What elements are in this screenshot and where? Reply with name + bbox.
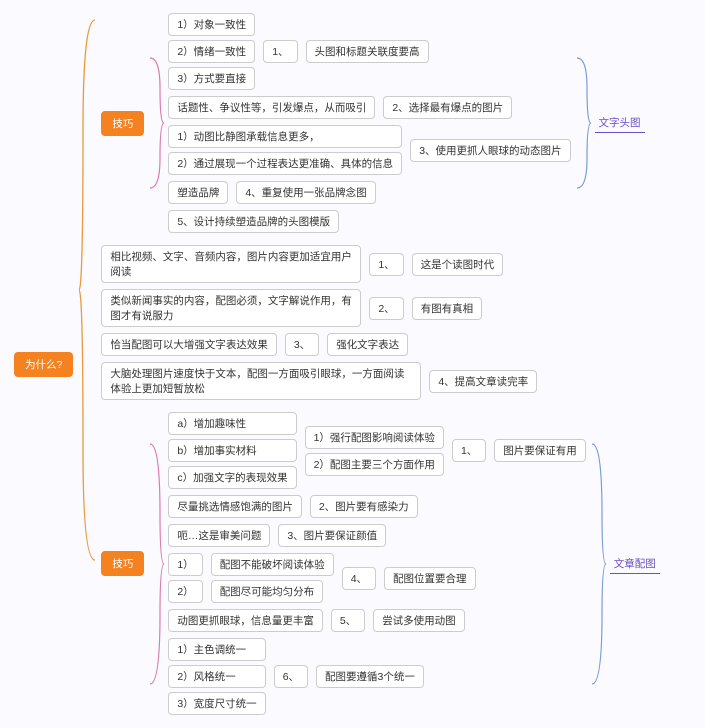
b5-label: 尝试多使用动图	[373, 609, 465, 632]
b4-s2: 配图尽可能均匀分布	[211, 580, 324, 603]
w2-label: 有图有真相	[412, 297, 483, 320]
b1-c: c）加强文字的表现效果	[168, 466, 296, 489]
b3-sub: 呃…这是审美问题	[168, 524, 270, 547]
w1-num: 1、	[369, 253, 403, 276]
w3-label: 强化文字表达	[327, 333, 408, 356]
w2-num: 2、	[369, 297, 403, 320]
b4-s1: 配图不能破坏阅读体验	[211, 553, 334, 576]
section-bodyimg: 技巧 a）增加趣味性 b）增加事实材料 c）加强文字的表现效果 1）强行配图影响…	[97, 409, 695, 718]
section-headimg: 技巧 1）对象一致性 2）情绪一致性 3）方式要直接 1、 头图和标题关联度要高	[97, 10, 695, 236]
b1-num: 1、	[452, 439, 486, 462]
mindmap-root: 为什么? 技巧 1）对象一致性 2）情绪一致性 3）方式要直接 1、	[10, 10, 695, 718]
h3-s1: 1）动图比静图承载信息更多，	[168, 125, 402, 148]
h1-s2: 2）情绪一致性	[168, 40, 255, 63]
b1-label: 图片要保证有用	[494, 439, 586, 462]
h1-s3: 3）方式要直接	[168, 67, 255, 90]
h3-num: 3、使用更抓人眼球的动态图片	[410, 139, 570, 162]
w1-label: 这是个读图时代	[412, 253, 504, 276]
b2-num: 2、图片要有感染力	[310, 495, 418, 518]
brace-root	[77, 10, 97, 570]
brace-body-right	[590, 434, 606, 694]
b6-s1: 1）主色调统一	[168, 638, 265, 661]
h2-num: 2、选择最有爆点的图片	[383, 96, 512, 119]
section-tips1: 技巧	[101, 111, 144, 136]
w2-sub: 类似新闻事实的内容，配图必须，文字解说作用，有图才有说服力	[101, 289, 361, 327]
h2-sub: 话题性、争议性等，引发爆点，从而吸引	[168, 96, 375, 119]
b4-s2n: 2）	[168, 580, 202, 603]
b4-label: 配图位置要合理	[384, 567, 476, 590]
b1-b: b）增加事实材料	[168, 439, 296, 462]
b6-s2: 2）风格统一	[168, 665, 265, 688]
h3-s2: 2）通过展现一个过程表达更准确、具体的信息	[168, 152, 402, 175]
b4-num: 4、	[342, 567, 376, 590]
h1-num: 1、	[263, 40, 297, 63]
title-bodyimg: 文章配图	[610, 554, 660, 574]
h4-num: 4、重复使用一张品牌念图	[236, 181, 375, 204]
section-why: 相比视频、文字、音频内容，图片内容更加适宜用户阅读 1、 这是个读图时代 类似新…	[97, 242, 695, 403]
root-why: 为什么?	[14, 352, 73, 377]
b6-label: 配图要遵循3个统一	[316, 665, 424, 688]
title-headimg: 文字头图	[595, 113, 645, 133]
b3-num: 3、图片要保证颜值	[278, 524, 386, 547]
h5-num: 5、设计持续塑造品牌的头图模版	[168, 210, 339, 233]
w4-num: 4、提高文章读完率	[429, 370, 537, 393]
b1-s1: 1）强行配图影响阅读体验	[305, 426, 444, 449]
b6-num: 6、	[274, 665, 308, 688]
w3-sub: 恰当配图可以大增强文字表达效果	[101, 333, 277, 356]
b4-s1n: 1）	[168, 553, 202, 576]
brace-tips2	[148, 434, 164, 694]
w3-num: 3、	[285, 333, 319, 356]
b1-s2: 2）配图主要三个方面作用	[305, 453, 444, 476]
brace-head-right	[575, 48, 591, 198]
b6-s3: 3）宽度尺寸统一	[168, 692, 265, 715]
w4-sub: 大脑处理图片速度快于文本，配图一方面吸引眼球，一方面阅读体验上更加短暂放松	[101, 362, 421, 400]
b5-sub: 动图更抓眼球，信息量更丰富	[168, 609, 323, 632]
h1-label: 头图和标题关联度要高	[306, 40, 429, 63]
section-tips2: 技巧	[101, 551, 144, 576]
brace-tips1	[148, 48, 164, 198]
b5-num: 5、	[331, 609, 365, 632]
b2-sub: 尽量挑选情感饱满的图片	[168, 495, 302, 518]
h4-sub: 塑造品牌	[168, 181, 228, 204]
b1-a: a）增加趣味性	[168, 412, 296, 435]
h1-s1: 1）对象一致性	[168, 13, 255, 36]
w1-sub: 相比视频、文字、音频内容，图片内容更加适宜用户阅读	[101, 245, 361, 283]
